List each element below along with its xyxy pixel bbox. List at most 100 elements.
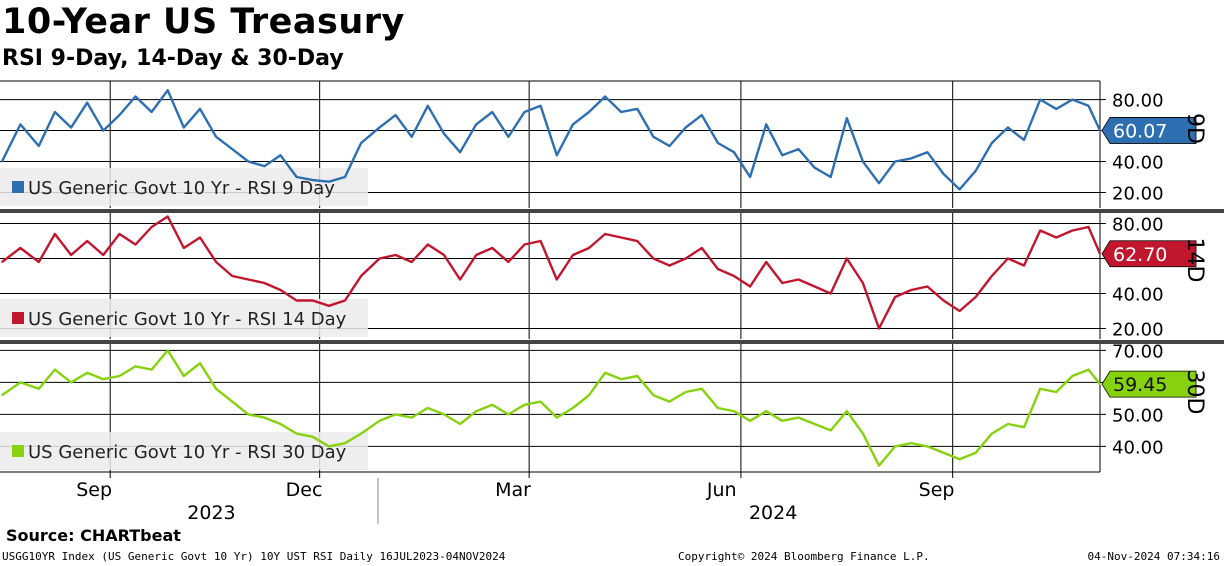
data-point (215, 261, 217, 263)
data-point (54, 368, 56, 371)
data-point (733, 275, 735, 277)
data-point (1055, 236, 1058, 239)
data-point (620, 378, 623, 381)
legend-swatch (12, 181, 24, 193)
data-point (328, 304, 330, 307)
data-point (588, 247, 590, 249)
data-point (813, 285, 816, 288)
last-value-label: 59.45 (1113, 374, 1167, 396)
data-point (231, 148, 233, 150)
data-point (991, 275, 993, 277)
data-point (459, 423, 461, 425)
data-point (749, 285, 751, 288)
data-point (894, 445, 896, 448)
data-point (604, 233, 606, 235)
data-point (295, 432, 298, 435)
data-point (910, 442, 913, 445)
data-point (717, 407, 719, 409)
panel-label: 30D (1182, 370, 1207, 415)
data-point (459, 278, 461, 281)
data-point (910, 289, 913, 291)
data-point (394, 254, 397, 256)
data-point (620, 236, 623, 239)
last-value-label: 60.07 (1113, 120, 1167, 142)
data-point (894, 160, 896, 163)
data-point (279, 423, 282, 425)
data-point (183, 375, 185, 377)
data-point (311, 179, 314, 181)
data-point (166, 89, 169, 92)
panel-label: 9D (1182, 113, 1207, 144)
data-point (862, 282, 864, 284)
data-point (410, 135, 413, 138)
y-tick-label: 80.00 (1112, 91, 1164, 112)
page-title: 10-Year US Treasury (2, 2, 405, 42)
data-point (86, 240, 88, 242)
data-point (427, 104, 429, 107)
data-point (150, 368, 153, 371)
footer-timestamp: 04-Nov-2024 07:34:16 (1087, 550, 1220, 563)
data-point (475, 254, 477, 256)
data-point (829, 429, 832, 432)
data-point (636, 240, 639, 242)
legend-label: US Generic Govt 10 Yr - RSI 9 Day (28, 178, 335, 199)
data-point (199, 362, 201, 365)
data-point (1007, 257, 1009, 260)
data-point (652, 257, 655, 260)
data-point (199, 108, 201, 110)
data-point (604, 95, 606, 98)
data-point (378, 126, 381, 129)
data-point (263, 165, 266, 167)
data-point (636, 108, 639, 110)
data-point (733, 151, 735, 154)
data-point (360, 142, 362, 144)
data-point (1023, 426, 1025, 429)
data-point (378, 257, 381, 260)
x-tick-label: Jun (706, 479, 737, 501)
last-value-tag (1101, 117, 1197, 144)
data-point (974, 452, 977, 454)
data-point (19, 123, 22, 126)
page-subtitle: RSI 9-Day, 14-Day & 30-Day (2, 46, 344, 71)
data-point (102, 378, 105, 381)
data-point (813, 166, 816, 169)
data-point (991, 432, 993, 435)
data-point (166, 349, 169, 352)
data-point (263, 416, 266, 419)
source-note: Source: CHARTbeat (6, 526, 181, 545)
data-point (862, 432, 864, 435)
data-point (102, 254, 105, 256)
data-point (620, 111, 623, 113)
data-point (942, 173, 945, 175)
data-point (247, 278, 250, 281)
data-point (572, 407, 574, 409)
data-point (555, 154, 558, 157)
data-point (19, 381, 22, 384)
data-point (328, 180, 330, 183)
data-point (942, 452, 945, 454)
data-point (295, 176, 298, 178)
data-point (134, 243, 137, 246)
data-point (572, 254, 574, 256)
last-value-tag (1101, 370, 1197, 398)
data-point (507, 261, 510, 263)
data-point (926, 151, 929, 154)
data-point (1071, 375, 1074, 377)
data-point (134, 95, 137, 98)
data-point (926, 285, 929, 288)
data-point (150, 226, 153, 228)
data-point (539, 240, 542, 242)
data-point (491, 111, 494, 113)
data-point (974, 296, 977, 298)
data-point (700, 388, 703, 390)
data-point (311, 436, 314, 438)
data-point (54, 111, 56, 113)
data-point (166, 215, 169, 218)
data-point (507, 135, 510, 138)
legend-box (0, 168, 368, 206)
data-point (394, 114, 397, 116)
data-point (38, 145, 40, 147)
data-point (765, 410, 768, 413)
data-point (1, 394, 3, 397)
